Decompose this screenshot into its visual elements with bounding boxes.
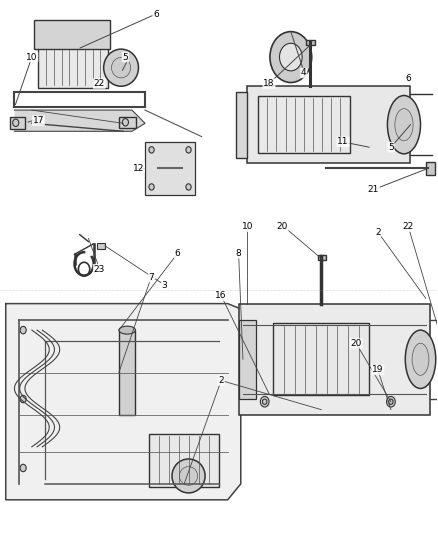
Circle shape xyxy=(20,326,26,334)
Circle shape xyxy=(149,184,154,190)
Bar xyxy=(119,330,135,415)
Text: 5: 5 xyxy=(388,143,394,152)
Text: 12: 12 xyxy=(133,164,144,173)
Circle shape xyxy=(389,399,393,405)
Text: 10: 10 xyxy=(26,53,38,62)
Ellipse shape xyxy=(388,95,420,154)
Text: 5: 5 xyxy=(123,53,128,62)
Text: 10: 10 xyxy=(241,222,253,231)
Ellipse shape xyxy=(112,58,131,78)
Text: 6: 6 xyxy=(153,10,159,19)
Text: 23: 23 xyxy=(94,265,105,273)
Ellipse shape xyxy=(119,326,135,334)
Bar xyxy=(258,96,350,154)
Circle shape xyxy=(20,464,26,472)
Bar xyxy=(97,243,105,249)
Text: 17: 17 xyxy=(33,116,44,125)
Bar xyxy=(306,39,315,45)
Bar xyxy=(149,433,219,487)
Circle shape xyxy=(186,184,191,190)
Bar xyxy=(145,142,195,195)
Circle shape xyxy=(122,118,128,126)
Text: 6: 6 xyxy=(406,74,411,83)
Ellipse shape xyxy=(405,330,436,389)
Text: 22: 22 xyxy=(94,79,105,88)
Text: 4: 4 xyxy=(301,68,307,77)
Bar xyxy=(39,48,108,87)
Bar xyxy=(237,92,247,158)
Ellipse shape xyxy=(180,466,198,485)
Text: 20: 20 xyxy=(350,339,362,348)
Text: 8: 8 xyxy=(236,249,241,258)
Text: 11: 11 xyxy=(337,138,349,147)
Text: 18: 18 xyxy=(263,79,275,88)
Circle shape xyxy=(260,397,269,407)
Bar xyxy=(10,117,25,128)
Text: 3: 3 xyxy=(162,280,167,289)
Ellipse shape xyxy=(172,459,205,493)
Text: 20: 20 xyxy=(276,222,288,231)
Circle shape xyxy=(262,399,267,405)
Text: 7: 7 xyxy=(148,272,155,281)
Circle shape xyxy=(387,397,395,407)
Polygon shape xyxy=(6,304,241,500)
Bar xyxy=(247,86,410,163)
Bar xyxy=(273,323,369,395)
Bar xyxy=(119,117,136,127)
Bar xyxy=(34,20,110,49)
Text: 21: 21 xyxy=(368,185,379,194)
Circle shape xyxy=(13,119,19,126)
Circle shape xyxy=(149,147,154,153)
Circle shape xyxy=(279,43,302,71)
Polygon shape xyxy=(14,110,145,131)
Circle shape xyxy=(270,31,312,83)
Text: 2: 2 xyxy=(375,228,381,237)
Ellipse shape xyxy=(412,343,429,375)
Ellipse shape xyxy=(104,49,138,86)
Circle shape xyxy=(20,395,26,403)
Text: 16: 16 xyxy=(215,291,227,300)
Bar xyxy=(426,162,435,175)
Text: 6: 6 xyxy=(175,249,180,258)
Text: 22: 22 xyxy=(403,222,414,231)
Bar xyxy=(239,319,256,399)
Ellipse shape xyxy=(395,109,413,141)
Text: 19: 19 xyxy=(372,366,384,374)
Text: 2: 2 xyxy=(219,376,224,385)
Circle shape xyxy=(186,147,191,153)
Bar xyxy=(239,304,430,415)
Bar xyxy=(318,255,325,260)
